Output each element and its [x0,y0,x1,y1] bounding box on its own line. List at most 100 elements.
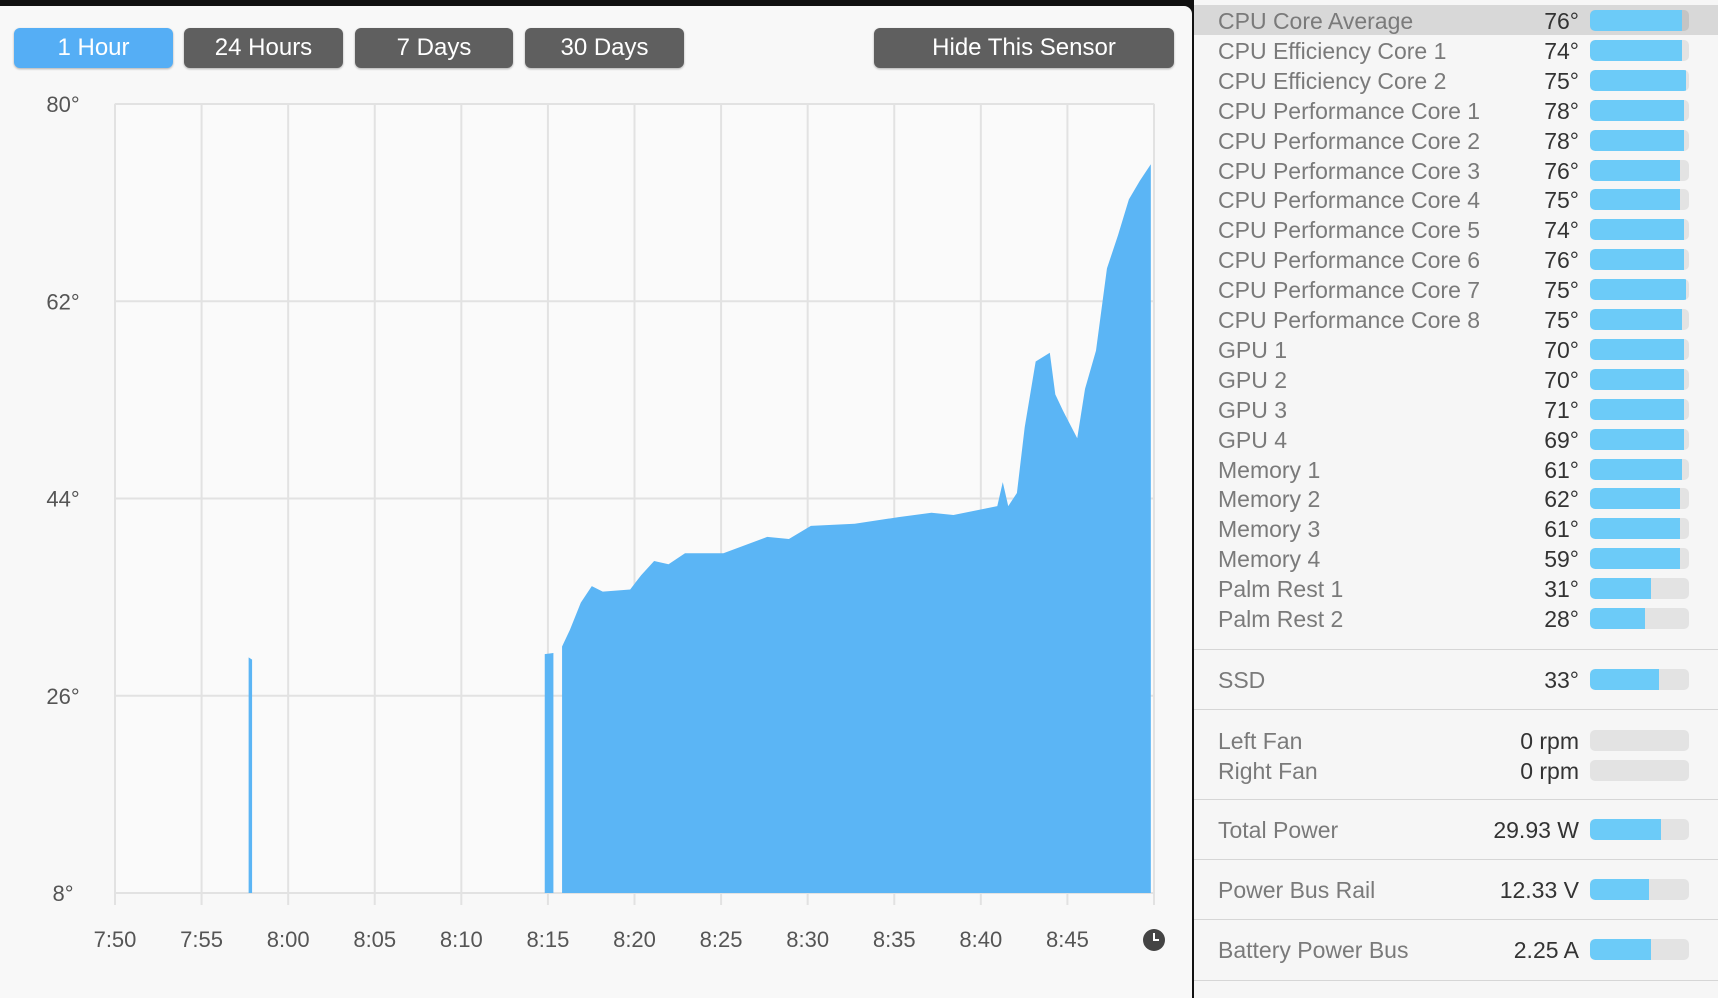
sensor-level-fill [1590,159,1681,181]
sensor-row-fan[interactable]: Right Fan 0 rpm [1194,755,1718,785]
sensor-level-fill [1590,608,1646,629]
sensor-row-voltage[interactable]: Power Bus Rail 12.33 V [1194,874,1718,904]
sensor-name: Left Fan [1218,728,1303,754]
sensor-value: 76° [1544,8,1579,34]
temperature-area-segment [248,657,253,893]
sensor-level-fill [1590,39,1683,61]
sensor-level-fill [1590,129,1685,151]
sensor-name: Total Power [1218,817,1339,843]
sensor-row[interactable]: CPU Performance Core 4 75° [1194,184,1718,214]
range-30-days-button[interactable]: 30 Days [525,28,684,68]
sensor-level-fill [1590,10,1683,31]
sensor-row[interactable]: Memory 3 61° [1194,513,1718,543]
sensor-value: 2.25 A [1513,937,1579,963]
sensor-level-bar [1590,578,1689,600]
sensor-name: Right Fan [1218,758,1318,784]
sensor-level-bar [1590,548,1689,570]
y-tick-label: 26° [46,684,79,709]
x-tick-label: 8:10 [440,927,483,952]
sensor-row[interactable]: CPU Performance Core 7 75° [1194,274,1718,304]
sensor-level-fill [1590,338,1685,360]
sensor-row[interactable]: GPU 2 70° [1194,364,1718,394]
sensor-value: 12.33 V [1499,877,1579,903]
sensor-row[interactable]: Memory 2 62° [1194,483,1718,513]
range-7-days-button[interactable]: 7 Days [355,28,513,68]
sensor-row[interactable]: Memory 4 59° [1194,543,1718,573]
sensor-value: 75° [1544,307,1579,333]
sensor-level-bar [1590,608,1689,629]
range-1-hour-button[interactable]: 1 Hour [14,28,173,68]
sensor-row[interactable]: Palm Rest 1 31° [1194,573,1718,603]
sensor-level-bar [1590,10,1689,31]
sensor-row[interactable]: CPU Performance Core 5 74° [1194,214,1718,244]
sensor-value: 70° [1544,336,1579,363]
sensor-level-bar [1590,458,1689,480]
sensor-row[interactable]: CPU Performance Core 8 75° [1194,304,1718,334]
sensor-row[interactable]: CPU Performance Core 2 78° [1194,125,1718,155]
sensor-row[interactable]: GPU 4 69° [1194,424,1718,454]
temperature-area-segment [544,653,554,893]
sensor-level-bar [1590,398,1689,420]
section-divider [1194,799,1718,800]
sensor-row[interactable]: Memory 1 61° [1194,454,1718,484]
sensor-level-fill [1590,398,1685,420]
y-tick-label: 62° [46,289,79,314]
y-tick-label: 8° [52,881,73,906]
sensor-level-bar [1590,189,1689,211]
sensor-level-bar [1590,518,1689,540]
sensor-level-bar [1590,338,1689,360]
sensor-level-fill [1590,669,1660,690]
sensor-row-ssd[interactable]: SSD 33° [1194,664,1718,694]
range-24-hours-button[interactable]: 24 Hours [184,28,343,68]
sensor-row-current[interactable]: Battery Power Bus 2.25 A [1194,934,1718,964]
sensor-name: Palm Rest 1 [1218,576,1344,603]
sensor-value: 76° [1544,247,1579,274]
sensor-row[interactable]: CPU Efficiency Core 2 75° [1194,65,1718,95]
sensor-level-bar [1590,309,1689,330]
sensor-row[interactable]: GPU 3 71° [1194,394,1718,424]
sensor-row[interactable]: CPU Efficiency Core 1 74° [1194,35,1718,65]
sensor-row[interactable]: Palm Rest 2 28° [1194,603,1718,633]
sensor-value: 59° [1544,546,1579,573]
sensor-level-fill [1590,488,1681,510]
sensor-row[interactable]: CPU Core Average 76° [1194,5,1718,35]
x-tick-label: 8:15 [527,927,570,952]
sensor-level-bar [1590,219,1689,241]
sensor-level-bar [1590,428,1689,450]
sensor-level-fill [1590,99,1685,121]
sensor-level-fill [1590,518,1681,540]
sensor-value: 0 rpm [1520,728,1579,754]
sensor-list: CPU Core Average 76° CPU Efficiency Core 1… [1194,0,1718,998]
sensor-level-fill [1590,879,1650,900]
sensor-row[interactable]: CPU Performance Core 3 76° [1194,155,1718,185]
sensor-value: 61° [1544,516,1579,543]
sensor-row-fan[interactable]: Left Fan 0 rpm [1194,725,1718,755]
sensor-row[interactable]: GPU 1 70° [1194,334,1718,364]
sensor-row-power[interactable]: Total Power 29.93 W [1194,814,1718,844]
sensor-level-fill [1590,309,1683,330]
sensor-value: 70° [1544,366,1579,393]
x-tick-label: 8:05 [353,927,396,952]
section-divider [1194,649,1718,650]
sensor-name: CPU Performance Core 5 [1218,217,1481,244]
sensor-value: 61° [1544,456,1579,483]
section-divider [1194,919,1718,920]
sensor-level-bar [1590,249,1689,271]
sensor-level-fill [1590,368,1685,390]
sensor-name: CPU Performance Core 2 [1218,127,1481,154]
sensor-value: 0 rpm [1520,758,1579,784]
sensor-value: 62° [1544,486,1579,513]
sensor-value: 33° [1544,667,1579,693]
sensor-level-bar [1590,939,1689,960]
sensor-level-fill [1590,939,1652,960]
sensor-level-bar [1590,69,1689,91]
sensor-row[interactable]: CPU Performance Core 1 78° [1194,95,1718,125]
sensor-level-fill [1590,458,1683,480]
sensor-name: Memory 2 [1218,486,1321,513]
sensor-row[interactable]: CPU Performance Core 6 76° [1194,244,1718,274]
sensor-name: GPU 3 [1218,396,1288,423]
sensor-name: CPU Efficiency Core 1 [1218,37,1447,64]
sensor-value: 74° [1544,37,1579,64]
x-tick-label: 8:20 [613,927,656,952]
hide-sensor-button[interactable]: Hide This Sensor [874,28,1174,68]
